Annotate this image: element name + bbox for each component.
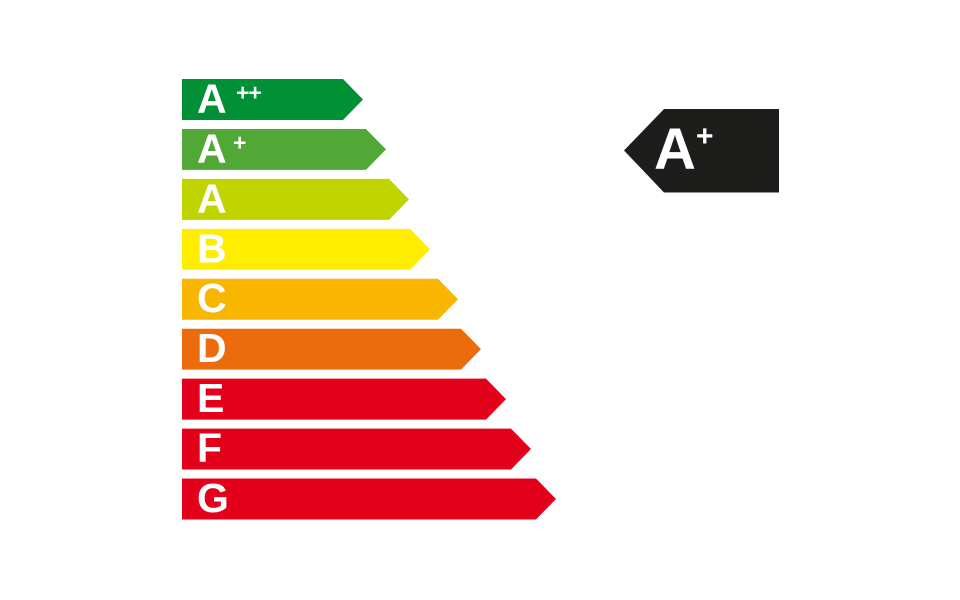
svg-text:A: A [197,76,227,122]
svg-text:A: A [654,117,696,182]
svg-text:F: F [197,425,222,471]
svg-text:G: G [197,475,229,521]
svg-text:B: B [197,225,227,271]
svg-text:++: ++ [236,80,261,106]
svg-text:C: C [197,275,227,321]
svg-text:+: + [233,129,246,155]
svg-text:A: A [197,125,227,171]
svg-text:D: D [197,325,227,371]
svg-text:+: + [696,120,714,153]
svg-text:E: E [197,375,224,421]
svg-text:A: A [197,175,227,221]
